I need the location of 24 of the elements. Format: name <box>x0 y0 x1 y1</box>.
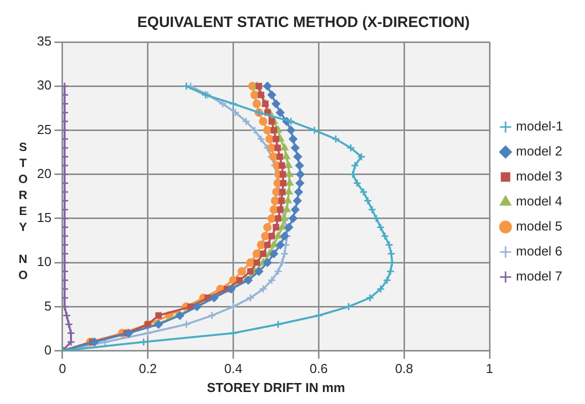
legend-label: model 7 <box>516 268 562 284</box>
y-tick-label: 5 <box>44 298 52 314</box>
legend-label: model-1 <box>516 118 563 134</box>
y-tick-label: 15 <box>36 210 52 226</box>
legend-label: model 6 <box>516 244 562 259</box>
y-tick-label: 10 <box>36 254 52 270</box>
y-tick-label: 30 <box>36 78 52 93</box>
legend-label: model 4 <box>516 194 562 209</box>
x-tick-label: 0.8 <box>395 361 414 376</box>
chart-title: EQUIVALENT STATIC METHOD (X-DIRECTION) <box>137 14 470 32</box>
legend-label: model 3 <box>516 168 562 184</box>
legend-label: model 5 <box>516 218 562 234</box>
x-tick-label: 0 <box>58 361 66 376</box>
y-tick-label: 20 <box>36 166 52 181</box>
y-tick-label: 35 <box>36 34 52 49</box>
y-tick-label: 25 <box>36 122 52 137</box>
x-tick-label: 0.4 <box>224 361 242 376</box>
x-tick-label: 1 <box>486 361 494 376</box>
legend-label: model 2 <box>516 144 562 159</box>
y-tick-label: 0 <box>44 342 52 358</box>
x-tick-label: 0.2 <box>138 361 157 376</box>
x-axis-title: STOREY DRIFT IN mm <box>206 380 346 395</box>
x-tick-label: 0.6 <box>310 361 328 376</box>
y-axis-title: STOREY NO <box>15 140 30 284</box>
